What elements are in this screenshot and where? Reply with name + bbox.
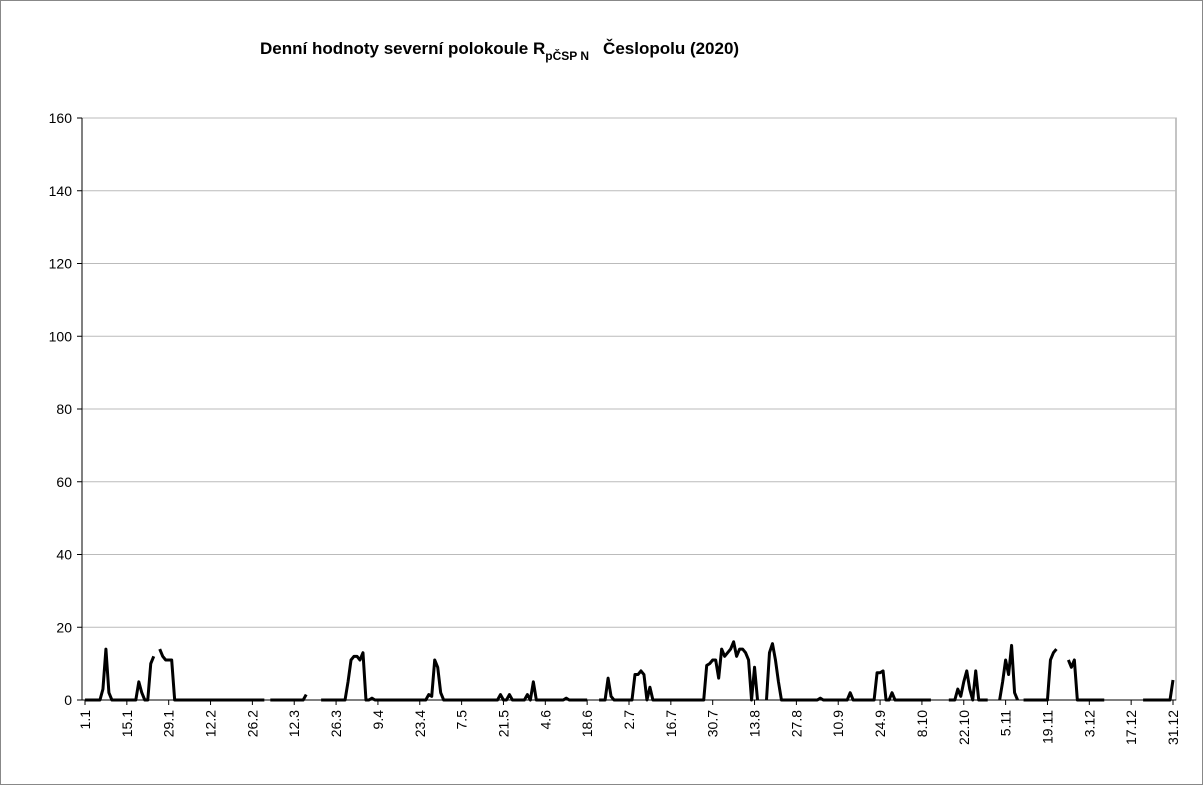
x-tick-label: 21.5 [495, 710, 511, 737]
chart-title: Denní hodnoty severní polokoule RpČSP N Č… [260, 39, 739, 63]
y-tick-label: 0 [64, 692, 72, 708]
x-tick-label: 31.12 [1165, 710, 1181, 745]
x-tick-label: 5.11 [998, 710, 1014, 736]
y-tick-label: 160 [49, 110, 73, 126]
title-main: Denní hodnoty severní polokoule R [260, 39, 545, 58]
title-suffix: Česlopolu (2020) [603, 39, 739, 58]
y-tick-label: 60 [56, 474, 72, 490]
y-tick-label: 80 [56, 401, 72, 417]
x-tick-label: 12.3 [286, 710, 302, 737]
x-tick-label: 2.7 [621, 710, 637, 730]
x-tick-label: 15.1 [119, 710, 135, 737]
x-tick-label: 26.2 [244, 710, 260, 737]
title-subscript: pČSP N [545, 48, 589, 63]
x-tick-label: 16.7 [663, 710, 679, 737]
x-tick-label: 22.10 [956, 710, 972, 745]
x-tick-label: 24.9 [872, 710, 888, 737]
y-tick-label: 120 [49, 256, 73, 272]
data-line [85, 640, 1175, 702]
y-tick-label: 100 [49, 328, 73, 344]
y-tick-label: 140 [49, 183, 73, 199]
x-tick-label: 30.7 [705, 710, 721, 737]
x-tick-label: 3.12 [1081, 710, 1097, 737]
x-tick-label: 13.8 [747, 710, 763, 737]
y-tick-label: 20 [56, 619, 72, 635]
x-tick-label: 8.10 [914, 710, 930, 737]
x-tick-label: 17.12 [1123, 710, 1139, 745]
x-tick-label: 10.9 [830, 710, 846, 737]
x-tick-label: 26.3 [328, 710, 344, 737]
x-tick-label: 12.2 [203, 710, 219, 737]
x-tick-label: 7.5 [454, 710, 470, 730]
x-tick-label: 9.4 [370, 710, 386, 730]
x-tick-label: 29.1 [161, 710, 177, 737]
x-tick-label: 23.4 [412, 710, 428, 737]
x-tick-label: 4.6 [537, 710, 553, 730]
x-tick-label: 1.1 [77, 710, 93, 730]
x-tick-label: 27.8 [788, 710, 804, 737]
y-tick-label: 40 [56, 547, 72, 563]
x-tick-label: 19.11 [1039, 710, 1055, 744]
x-tick-label: 18.6 [579, 710, 595, 737]
